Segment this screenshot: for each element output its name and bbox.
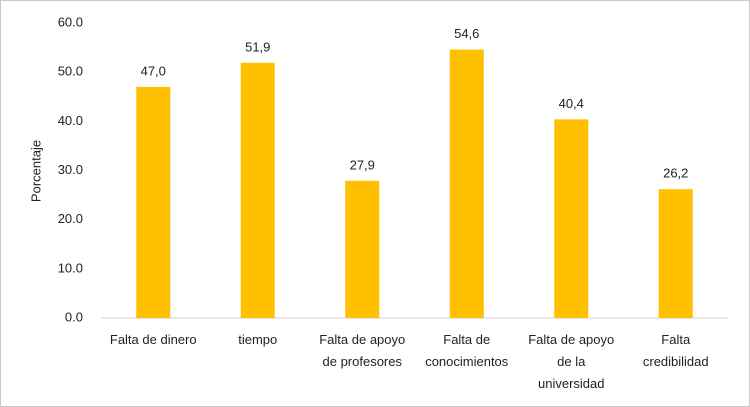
data-label: 47,0 (141, 63, 166, 78)
data-label: 51,9 (245, 39, 270, 54)
y-tick-label: 20.0 (58, 211, 83, 226)
data-label: 27,9 (350, 157, 375, 172)
y-tick-label: 0.0 (65, 309, 83, 324)
data-label: 40,4 (559, 96, 584, 111)
y-tick-label: 30.0 (58, 162, 83, 177)
bar (240, 62, 275, 319)
x-tick-label: Falta credibilidad (642, 332, 709, 369)
y-axis-label: Porcentaje (28, 140, 43, 202)
x-tick-label: tiempo (238, 332, 278, 347)
y-tick-label: 60.0 (58, 14, 83, 29)
data-label: 26,2 (663, 166, 688, 181)
x-tick-label: Falta de apoyo de la universidad (528, 332, 615, 391)
bar (449, 49, 484, 319)
x-tick-label: Falta de conocimientos (425, 332, 509, 369)
y-tick-label: 40.0 (58, 113, 83, 128)
bar (345, 180, 380, 318)
data-label: 54,6 (454, 26, 479, 41)
bar (658, 189, 693, 318)
y-tick-label: 10.0 (58, 260, 83, 275)
bar (554, 119, 589, 318)
x-tick-label: Falta de dinero (109, 332, 197, 347)
bar (136, 86, 171, 319)
y-tick-label: 50.0 (58, 64, 83, 79)
x-tick-label: Falta de apoyo de profesores (319, 332, 406, 369)
